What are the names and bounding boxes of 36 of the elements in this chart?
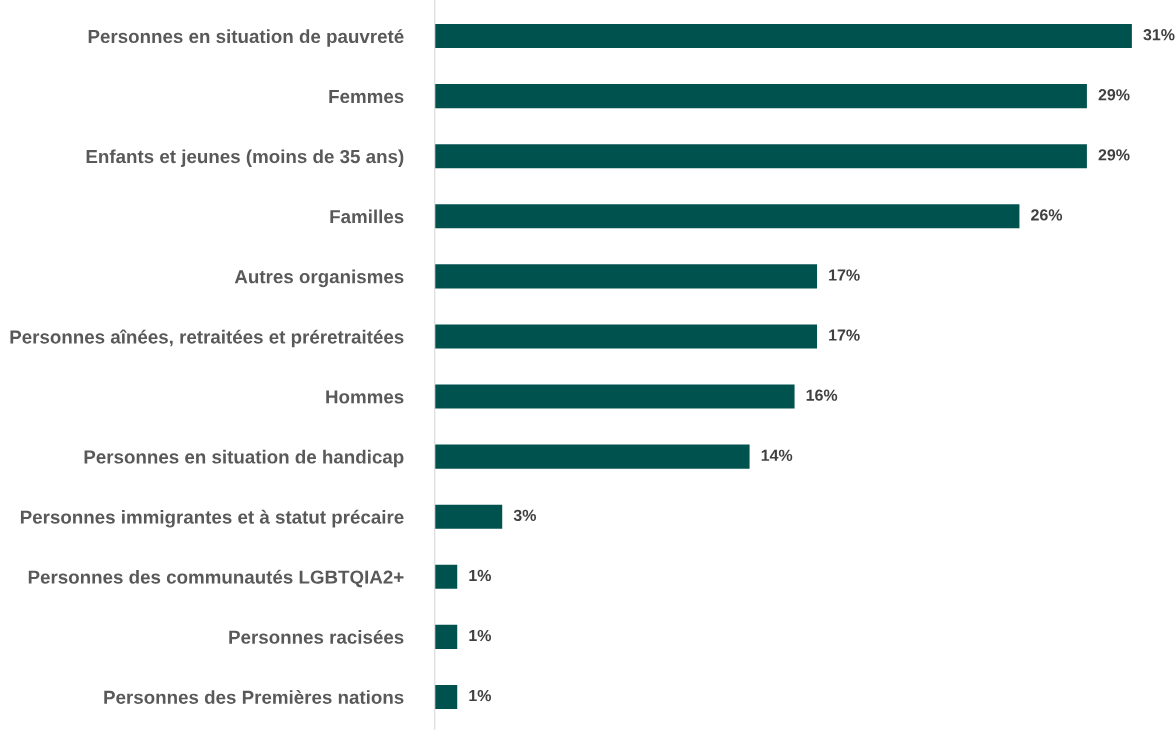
y-tick-label: Enfants et jeunes (moins de 35 ans) xyxy=(86,149,404,167)
y-tick-label: Personnes aînées, retraitées et préretraitées xyxy=(10,329,404,348)
y-tick-label: Personnes des communautés LGBTQIA2+ xyxy=(28,569,404,588)
bar xyxy=(434,504,503,529)
bar xyxy=(434,204,1020,229)
bar xyxy=(434,144,1087,169)
data-label: 29% xyxy=(1098,149,1130,161)
data-label: 29% xyxy=(1098,89,1130,101)
y-tick-label: Hommes xyxy=(326,390,404,404)
data-label: 1% xyxy=(469,629,492,642)
data-label: 16% xyxy=(806,389,838,401)
data-label: 17% xyxy=(829,329,860,341)
y-tick-label: Personnes immigrantes et à statut précaire xyxy=(20,509,404,528)
y-tick-label: Femmes xyxy=(329,90,404,104)
data-label: 26% xyxy=(1031,209,1063,221)
bar xyxy=(434,24,1132,49)
data-label: 31% xyxy=(1143,29,1175,41)
y-tick-label: Autres organismes xyxy=(234,269,404,288)
bar xyxy=(434,684,458,709)
data-label: 3% xyxy=(513,509,536,522)
data-label: 1% xyxy=(469,689,492,702)
bar xyxy=(434,624,458,649)
y-tick-label: Personnes en situation de handicap xyxy=(84,449,404,468)
data-label: 14% xyxy=(761,449,793,461)
data-label: 17% xyxy=(829,269,860,281)
bar xyxy=(434,264,818,289)
bar xyxy=(434,324,818,349)
bar xyxy=(434,384,795,409)
y-tick-label: Personnes racisées xyxy=(229,629,404,644)
y-tick-label: Personnes en situation de pauvreté xyxy=(88,29,404,47)
bar xyxy=(434,444,750,469)
bar xyxy=(434,84,1087,109)
data-label: 1% xyxy=(469,569,492,582)
bar xyxy=(434,564,458,589)
y-tick-label: Personnes des Premières nations xyxy=(104,690,404,704)
y-tick-label: Familles xyxy=(330,209,404,224)
